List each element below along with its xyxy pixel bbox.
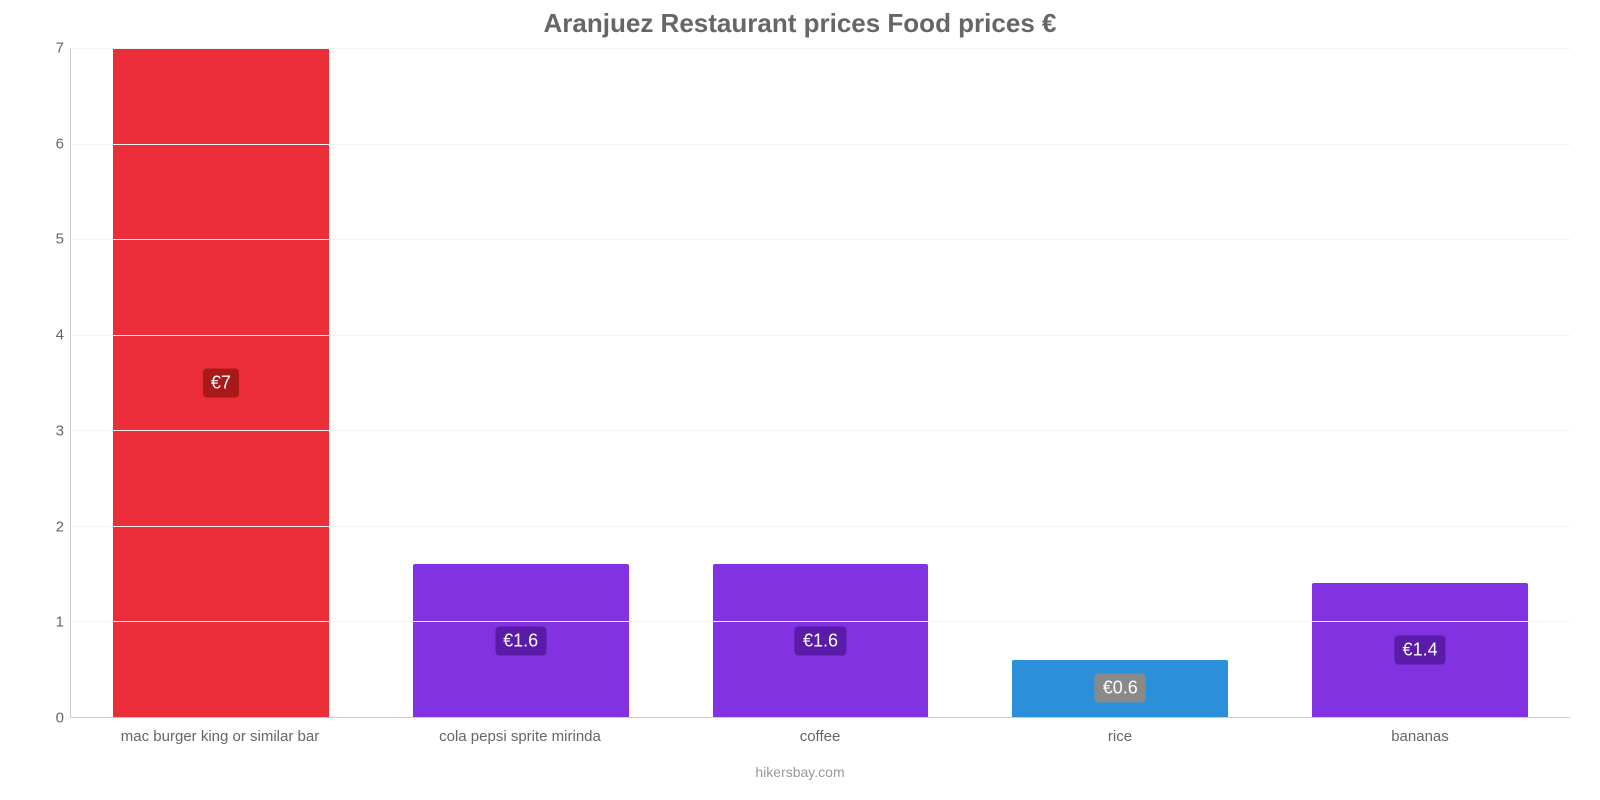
bar-slot: €0.6 xyxy=(970,48,1270,717)
gridline xyxy=(71,621,1570,622)
bar-slot: €7 xyxy=(71,48,371,717)
bars-layer: €7 €1.6 €1.6 €0.6 €1.4 xyxy=(71,48,1570,717)
bar-value-label: €7 xyxy=(203,368,239,397)
bar: €1.6 xyxy=(713,564,929,717)
chart-container: Aranjuez Restaurant prices Food prices €… xyxy=(0,0,1600,800)
bar-slot: €1.6 xyxy=(671,48,971,717)
bar-value-label: €0.6 xyxy=(1095,674,1146,703)
x-axis: mac burger king or similar barcola pepsi… xyxy=(30,718,1570,768)
x-tick-label: bananas xyxy=(1270,718,1570,768)
gridline xyxy=(71,430,1570,431)
y-tick-label: 5 xyxy=(56,231,64,248)
x-tick-label: rice xyxy=(970,718,1270,768)
plot-area: €7 €1.6 €1.6 €0.6 €1.4 xyxy=(70,48,1570,718)
chart-title: Aranjuez Restaurant prices Food prices € xyxy=(30,0,1570,48)
bar: €1.4 xyxy=(1312,583,1528,717)
bar: €1.6 xyxy=(413,564,629,717)
bar: €7 xyxy=(113,48,329,717)
bar-value-label: €1.6 xyxy=(795,626,846,655)
plot-row: 01234567 €7€1.6€1.6€0.6€1.4 xyxy=(30,48,1570,718)
bar-value-label: €1.6 xyxy=(495,626,546,655)
x-tick-label: mac burger king or similar bar xyxy=(70,718,370,768)
bar-slot: €1.4 xyxy=(1270,48,1570,717)
gridline xyxy=(71,239,1570,240)
y-axis: 01234567 xyxy=(30,48,70,718)
y-tick-label: 3 xyxy=(56,422,64,439)
bar-slot: €1.6 xyxy=(371,48,671,717)
x-tick-label: cola pepsi sprite mirinda xyxy=(370,718,670,768)
bar: €0.6 xyxy=(1012,660,1228,717)
x-tick-label: coffee xyxy=(670,718,970,768)
y-tick-label: 4 xyxy=(56,327,64,344)
gridline xyxy=(71,335,1570,336)
y-tick-label: 1 xyxy=(56,614,64,631)
gridline xyxy=(71,526,1570,527)
gridline xyxy=(71,48,1570,49)
gridline xyxy=(71,144,1570,145)
y-tick-label: 6 xyxy=(56,135,64,152)
bar-value-label: €1.4 xyxy=(1395,636,1446,665)
y-tick-label: 0 xyxy=(56,710,64,727)
y-tick-label: 7 xyxy=(56,40,64,57)
y-tick-label: 2 xyxy=(56,518,64,535)
